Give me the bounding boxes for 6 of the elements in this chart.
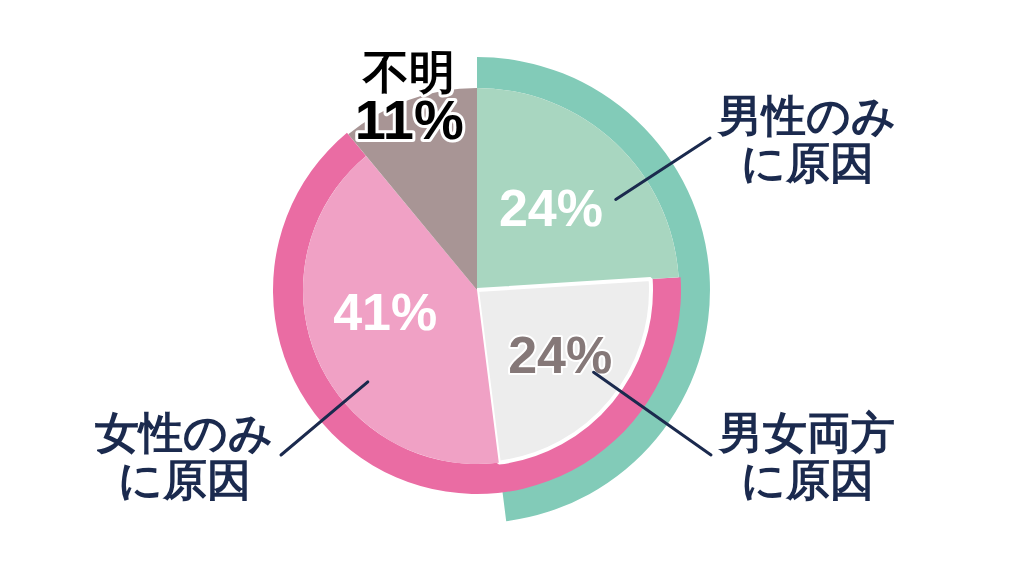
slice-label: 男性のみに原因 (716, 89, 896, 188)
data-label: 41% (333, 283, 438, 342)
data-label: 24% (498, 178, 603, 237)
slice-label: 男女両方に原因 (717, 406, 895, 505)
slice-label: 女性のみに原因 (95, 406, 273, 505)
data-label: 24% (508, 326, 613, 385)
